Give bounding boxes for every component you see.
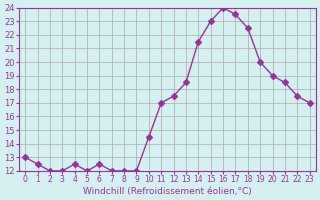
X-axis label: Windchill (Refroidissement éolien,°C): Windchill (Refroidissement éolien,°C): [83, 187, 252, 196]
